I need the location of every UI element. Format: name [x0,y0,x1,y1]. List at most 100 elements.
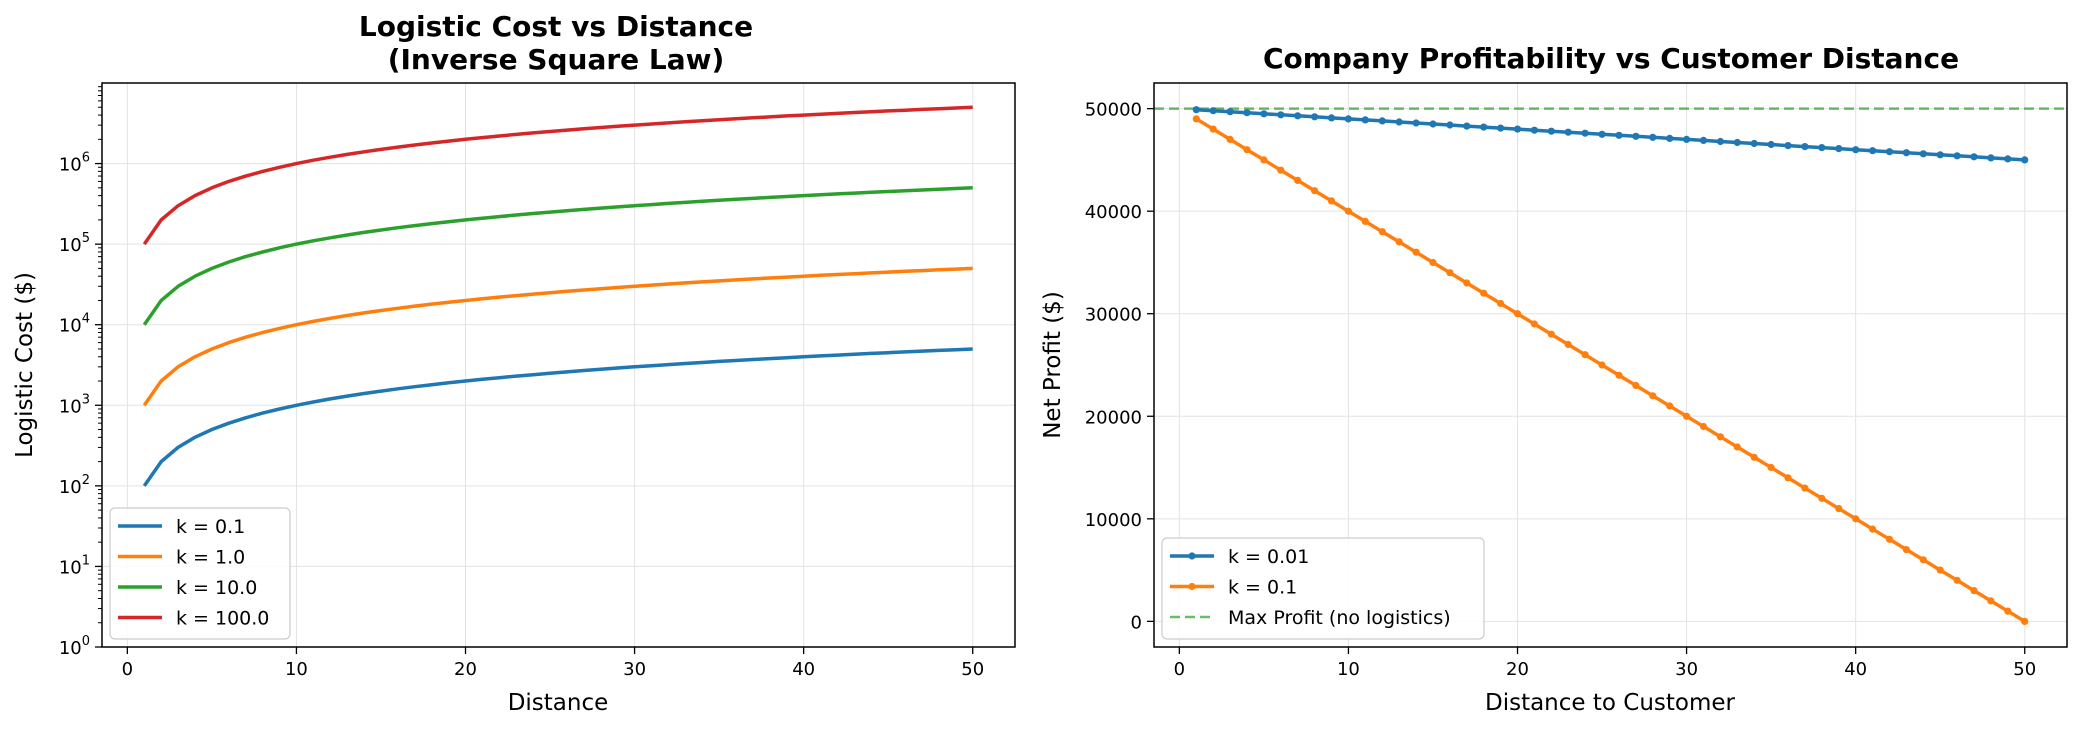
right-series-point-0 [1750,139,1758,148]
left-legend-label: k = 10.0 [176,577,257,599]
right-series-point-1 [1902,546,1910,554]
right-series-point-1 [1412,248,1420,256]
right-series-point-0 [1987,154,1995,162]
right-series-point-0 [1919,150,1927,158]
right-series-point-1 [1513,310,1522,318]
right-series-point-1 [1987,597,1995,605]
left-x-tick-label: 40 [792,659,815,680]
left-series-line-2 [142,186,973,326]
right-series-point-0 [1936,151,1944,159]
left-y-tick-label: 105 [59,231,90,256]
left-series [142,105,973,487]
right-series-point-0 [1818,144,1826,152]
right-series-point-0 [1598,130,1606,138]
right-series-point-1 [1970,587,1978,595]
left-series-line-1 [142,266,973,407]
right-series-point-1 [1446,269,1454,277]
right-series-point-1 [1480,289,1488,297]
right-series-point-0 [1733,138,1741,147]
right-y-tick-label: 10000 [1085,510,1142,531]
right-series-point-0 [1446,121,1454,129]
right-chart-title: Company Profitability vs Customer Distan… [1263,42,1959,75]
right-series-point-1 [1378,228,1386,236]
right-series-point-1 [1733,443,1741,451]
right-series-point-1 [1192,115,1200,123]
right-series-point-0 [1801,143,1809,151]
left-ticks: 0 10 20 30 40 50 100 101 102 103 104 105 106 [59,86,984,680]
right-series-point-0 [1260,110,1268,118]
right-series-point-1 [1327,197,1336,205]
left-y-tick-label: 106 [59,151,90,176]
right-legend-marker [1188,552,1196,560]
right-series-point-0 [2004,155,2012,163]
right-series-point-0 [1243,109,1251,117]
right-series-point-1 [1801,484,1809,492]
right-series-point-1 [1852,515,1860,523]
right-series-point-1 [1716,433,1724,441]
right-plot-frame [1153,82,2068,648]
right-series-point-0 [1970,153,1978,161]
left-chart-title-line1: Logistic Cost vs Distance [359,10,753,43]
right-legend-label: k = 0.01 [1228,546,1309,568]
right-ticks: 0 10 20 30 40 50 0 10000 20000 30000 40000 50000 [1085,100,2036,680]
right-series-point-0 [1378,117,1386,125]
right-series-point-1 [1869,525,1877,533]
left-y-axis-label: Logistic Cost ($) [12,272,38,458]
left-grid [102,83,1015,648]
right-series-point-0 [1902,149,1910,157]
right-series-point-1 [1260,156,1268,164]
left-y-tick-label: 103 [59,392,90,417]
right-series-point-1 [1463,279,1471,287]
right-x-axis-label: Distance to Customer [1485,690,1736,716]
left-x-tick-label: 50 [961,659,984,680]
left-x-tick-label: 10 [285,659,308,680]
right-series-point-1 [1835,505,1843,513]
right-series-point-0 [1564,128,1572,136]
right-series-point-0 [1395,118,1403,126]
right-series-point-1 [1581,351,1589,359]
right-series-point-0 [1649,133,1657,141]
right-x-tick-label: 10 [1337,659,1360,680]
right-series-point-1 [1395,238,1403,246]
right-series-point-0 [1716,137,1724,146]
right-series-point-0 [2021,156,2029,164]
right-series-point-1 [1361,217,1369,225]
left-y-tick-label: 101 [59,553,90,578]
right-series-point-1 [1226,135,1234,143]
right-legend-label: k = 0.1 [1228,577,1297,599]
right-series-point-1 [1784,474,1792,482]
right-series-point-1 [1598,361,1606,369]
right-series-point-1 [1885,535,1894,543]
right-series-point-1 [1919,556,1927,564]
right-series-point-1 [1243,146,1251,154]
right-legend-box [1161,537,1485,640]
right-series-point-1 [1953,576,1961,584]
right-series-point-1 [1632,381,1640,390]
right-x-tick-label: 40 [1844,659,1867,680]
right-y-tick-label: 20000 [1085,407,1142,428]
left-x-tick-label: 20 [454,659,477,680]
right-series-point-1 [1615,371,1623,379]
right-series-point-0 [1294,112,1302,120]
left-legend-label: k = 1.0 [176,547,245,569]
right-series-point-0 [1581,129,1589,137]
right-series-point-1 [1530,320,1538,328]
right-y-tick-label: 50000 [1085,100,1142,121]
right-series-line-0 [1196,107,2025,162]
right-series-point-0 [1226,108,1234,116]
right-series-point-0 [1835,145,1843,153]
right-series-point-0 [1632,132,1640,140]
right-x-tick-label: 0 [1174,659,1185,680]
right-series-point-0 [1209,107,1217,115]
right-series-point-0 [1953,152,1961,160]
left-y-tick-label: 102 [59,473,90,498]
right-legend-marker [1188,582,1196,591]
right-series-point-0 [1412,119,1420,127]
left-y-tick-label: 104 [59,312,90,337]
left-y-tick-label: 100 [59,634,90,659]
right-series-point-0 [1767,140,1775,149]
right-y-tick-label: 0 [1131,612,1142,633]
right-y-tick-label: 40000 [1085,202,1142,223]
right-x-tick-label: 20 [1506,659,1529,680]
